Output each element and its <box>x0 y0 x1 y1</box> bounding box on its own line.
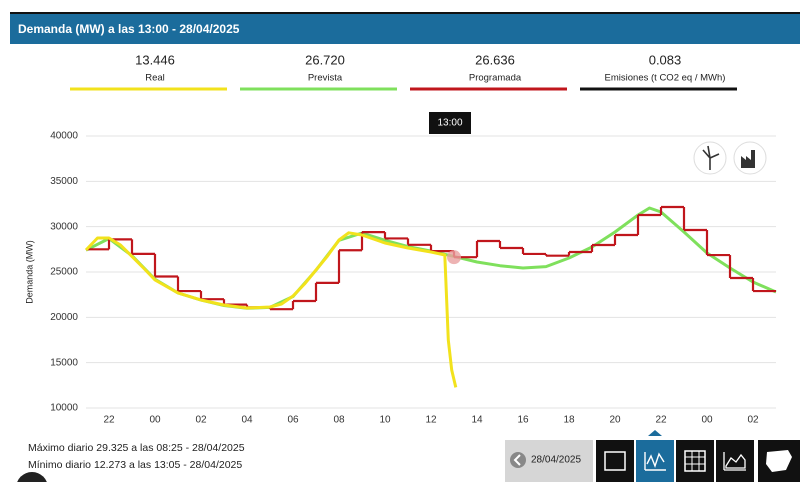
legend-label: Real <box>145 73 165 84</box>
wind-icon <box>702 145 720 170</box>
x-tick-label: 22 <box>103 415 115 426</box>
daily-max: Máximo diario 29.325 a las 08:25 - 28/04… <box>28 442 245 454</box>
x-tick-label: 06 <box>287 415 299 426</box>
calendar-icon <box>604 451 626 471</box>
y-tick-label: 35000 <box>50 176 78 187</box>
calendar-button[interactable] <box>596 440 634 482</box>
table-button[interactable] <box>676 440 714 482</box>
legend-label: Emisiones (t CO2 eq / MWh) <box>605 73 726 84</box>
summary-value: 26.720 <box>305 52 345 67</box>
x-tick-label: 00 <box>149 415 161 426</box>
x-tick-label: 00 <box>701 415 713 426</box>
tooltip: 13:00 <box>437 118 462 129</box>
x-tick-label: 22 <box>655 415 667 426</box>
series-line <box>84 231 458 388</box>
plot: 10000 15000 20000 25000 30000 35000 40000 22 00 0… <box>24 131 777 426</box>
x-tick-label: 14 <box>471 415 483 426</box>
top-border <box>10 12 800 14</box>
header-bar <box>10 14 800 44</box>
y-tick-label: 10000 <box>50 403 78 414</box>
selected-pointer <box>648 430 662 436</box>
x-tick-label: 02 <box>747 415 759 426</box>
y-tick-label: 20000 <box>50 312 78 323</box>
map-icon <box>766 450 792 472</box>
factory-button[interactable] <box>733 141 767 175</box>
prev-arrow <box>513 454 521 466</box>
tooltip-box <box>429 112 471 134</box>
x-tick-label: 10 <box>379 415 391 426</box>
chart-button[interactable] <box>636 440 674 482</box>
daily-min: Mínimo diario 12.273 a las 13:05 - 28/04… <box>28 459 242 471</box>
x-tick-label: 08 <box>333 415 345 426</box>
y-axis-title: Demanda (MW) <box>24 240 34 304</box>
factory-icon <box>741 150 755 168</box>
y-tick-label: 15000 <box>50 357 78 368</box>
y-tick-label: 30000 <box>50 221 78 232</box>
x-tick-label: 04 <box>241 415 253 426</box>
table-grid <box>685 451 705 471</box>
hover-marker <box>447 250 461 265</box>
summary: 13.446 Real 26.720 Prevista 26.636 Programada… <box>70 52 737 91</box>
table-icon <box>684 450 706 472</box>
x-tick-label: 18 <box>563 415 575 426</box>
summary-value: 0.083 <box>649 52 682 67</box>
area-icon <box>723 452 746 471</box>
summary-value: 26.636 <box>475 52 515 67</box>
y-tick-label: 40000 <box>50 131 78 142</box>
corner-button[interactable] <box>16 472 48 482</box>
header-title: Demanda (MW) a las 13:00 - 28/04/2025 <box>18 22 240 36</box>
y-tick-label: 25000 <box>50 267 78 278</box>
prev-button[interactable] <box>510 452 526 468</box>
x-tick-label: 16 <box>517 415 529 426</box>
date: 28/04/2025 <box>531 455 581 466</box>
chart-icon <box>644 452 666 471</box>
x-tick-label: 02 <box>195 415 207 426</box>
x-tick-label: 20 <box>609 415 621 426</box>
legend-label: Prevista <box>308 73 343 84</box>
legend-label: Programada <box>469 73 522 84</box>
x-tick-label: 12 <box>425 415 437 426</box>
summary-value: 13.446 <box>135 52 175 67</box>
